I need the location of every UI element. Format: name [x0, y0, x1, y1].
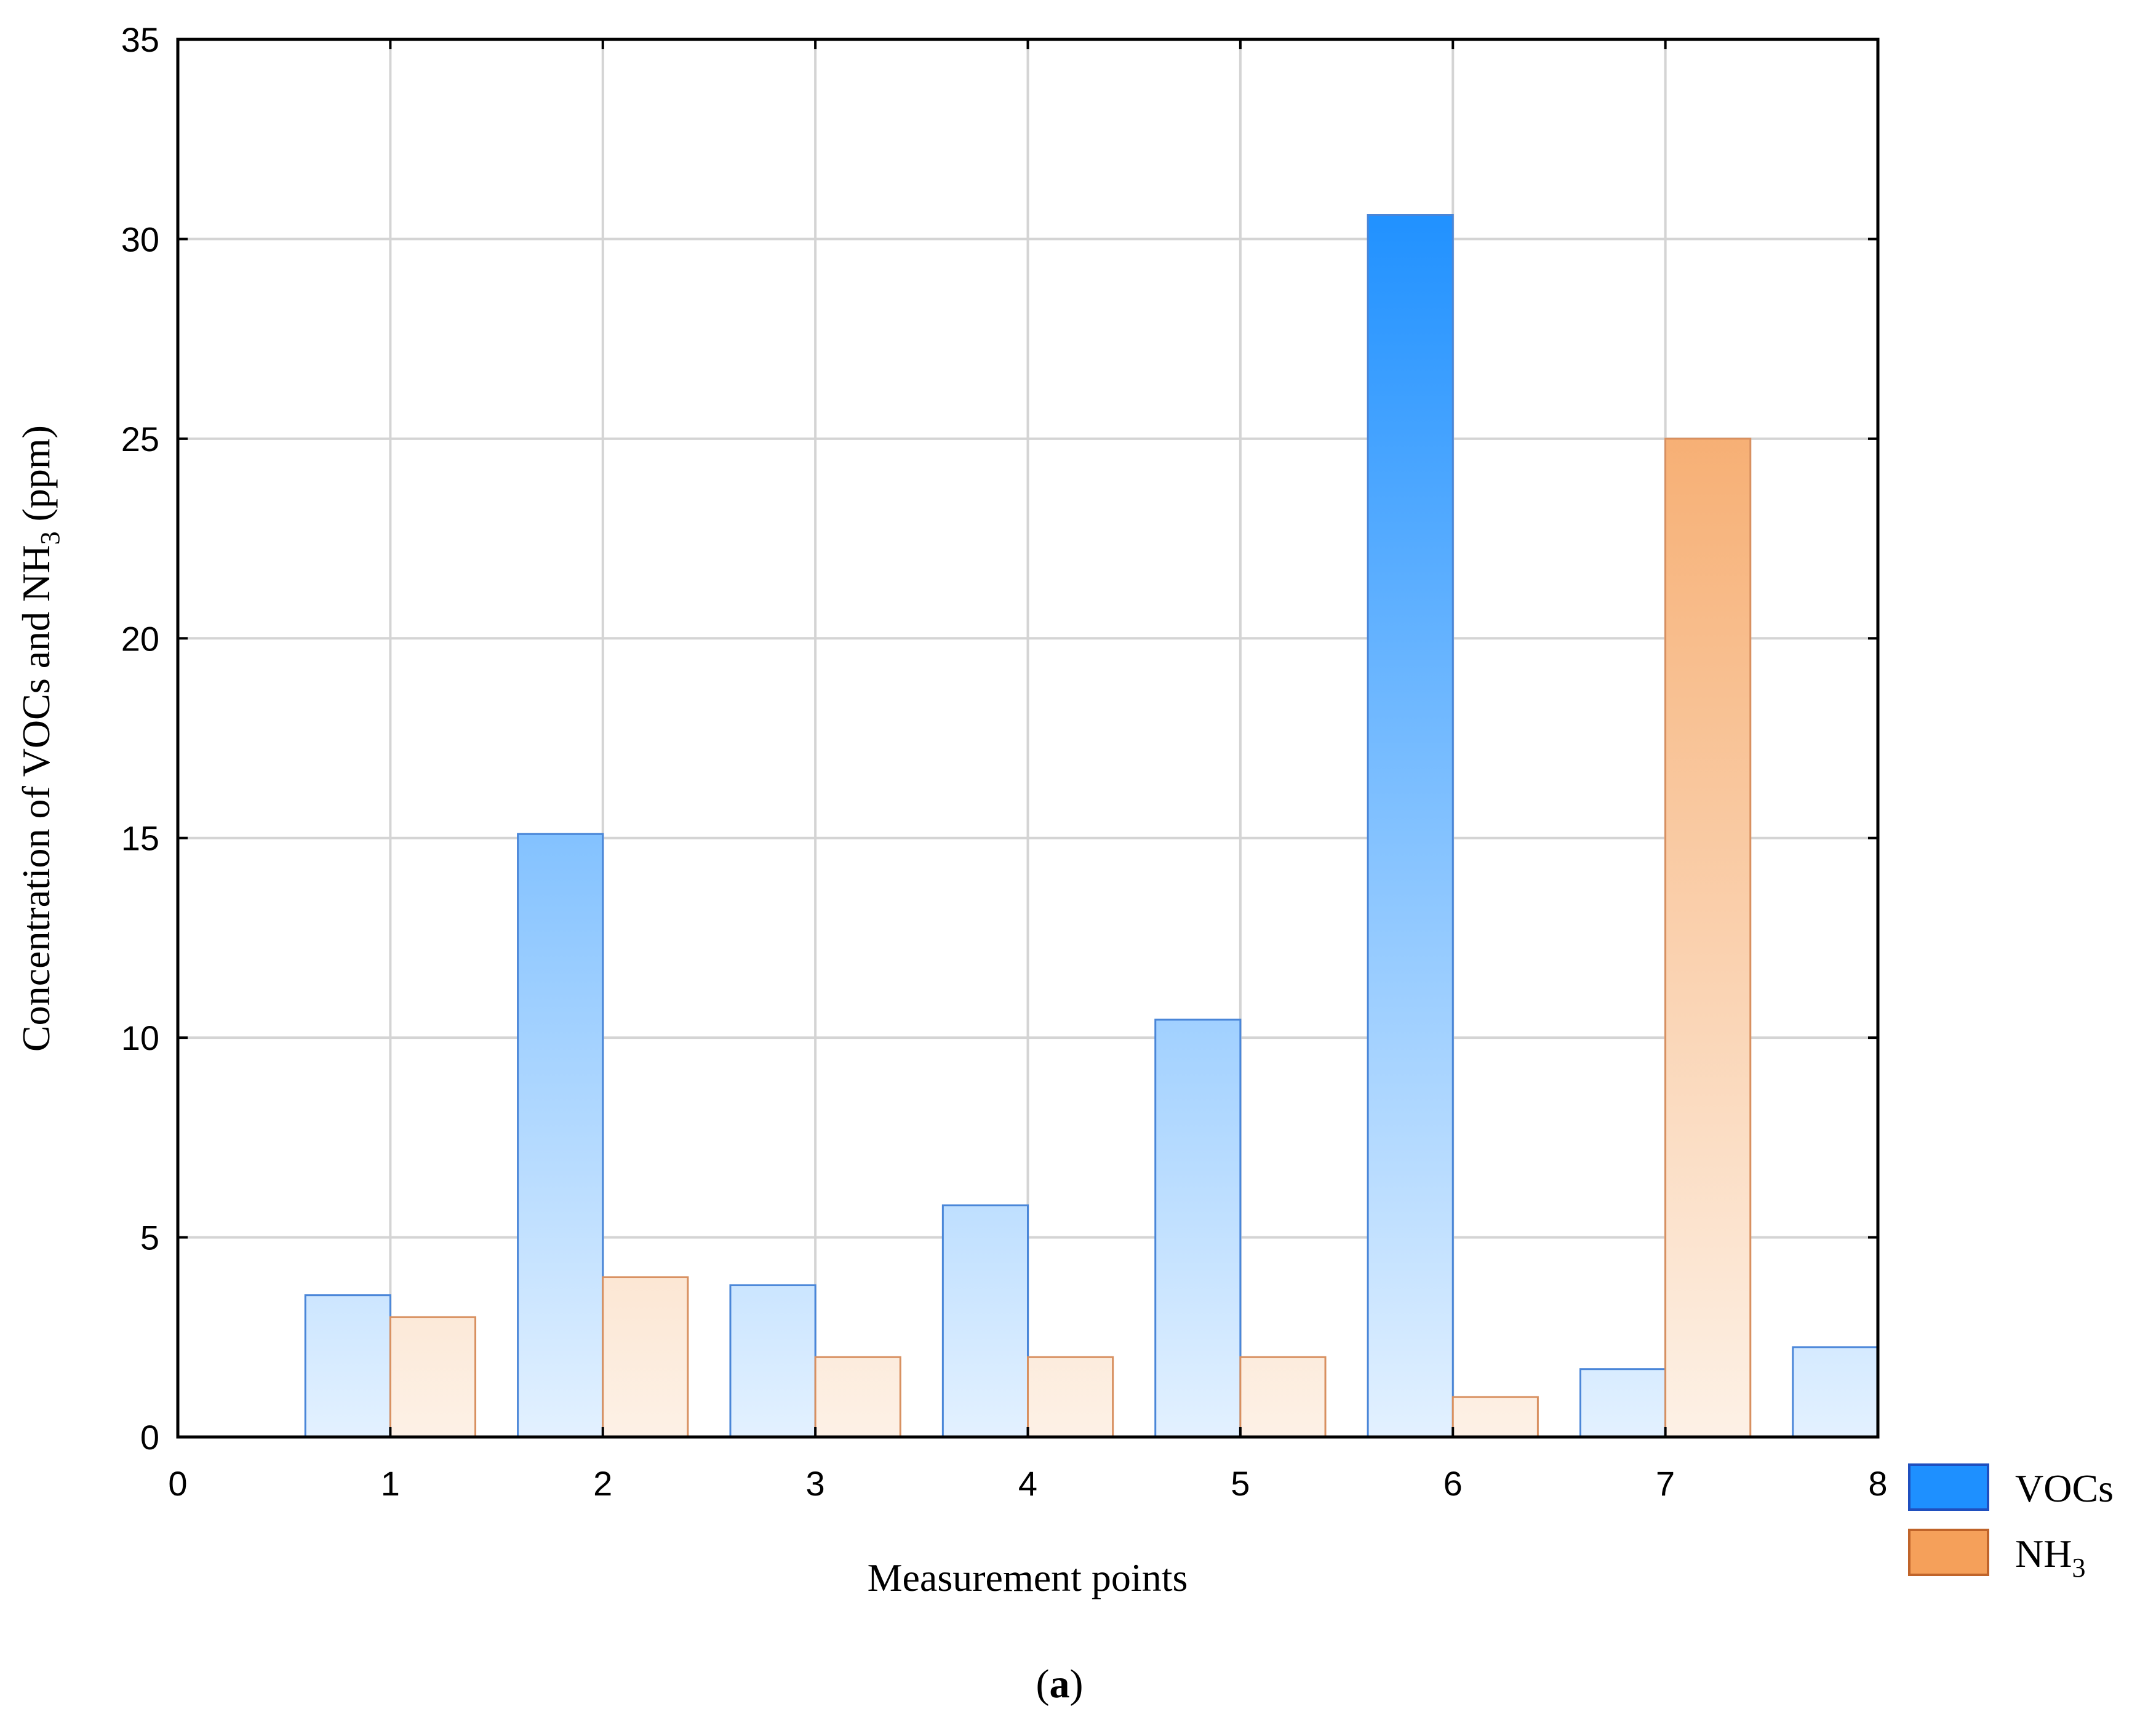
y-tick-label: 5	[140, 1219, 159, 1257]
legend-label-vocs: VOCs	[2015, 1467, 2114, 1510]
x-tick-label: 8	[1868, 1464, 1887, 1503]
bar-vocs-1	[304, 1294, 391, 1438]
x-tick-label: 5	[1231, 1464, 1250, 1503]
y-tick-label: 30	[121, 220, 159, 258]
legend-swatch-nh3	[1908, 1529, 1989, 1576]
y-tick-label: 25	[121, 420, 159, 458]
x-tick-labels: 0 1 2 3 4 5 6 7 8	[168, 1464, 1887, 1503]
x-tick-label: 6	[1443, 1464, 1463, 1503]
bar-nh3-6	[1451, 1396, 1539, 1438]
bar-vocs-2	[517, 833, 604, 1438]
bar-vocs-4	[941, 1204, 1029, 1438]
bar-vocs-6	[1367, 214, 1454, 1438]
axis-ticks	[177, 38, 1879, 1438]
bar-vocs-5	[1154, 1019, 1242, 1438]
x-axis-label: Measurement points	[868, 1556, 1188, 1599]
x-tick-label: 4	[1018, 1464, 1037, 1503]
bar-nh3-3	[814, 1356, 901, 1438]
x-tick-label: 3	[806, 1464, 825, 1503]
bar-nh3-1	[389, 1316, 477, 1438]
x-tick-label: 7	[1656, 1464, 1675, 1503]
bars	[304, 214, 1879, 1438]
y-tick-label: 35	[121, 20, 159, 59]
legend-swatch-vocs	[1908, 1463, 1989, 1511]
legend-item-nh3: NH3	[1908, 1529, 2085, 1583]
y-axis-label: Concentration of VOCs and NH3 (ppm)	[14, 425, 65, 1052]
bar-nh3-2	[602, 1276, 689, 1438]
bar-nh3-7	[1664, 438, 1752, 1438]
bar-vocs-7	[1579, 1368, 1667, 1438]
bar-nh3-4	[1027, 1356, 1114, 1438]
y-tick-label: 10	[121, 1019, 159, 1057]
legend-label-nh3: NH3	[2015, 1532, 2085, 1583]
y-tick-label: 15	[121, 819, 159, 858]
y-tick-label: 0	[140, 1418, 159, 1457]
legend-item-vocs: VOCs	[1908, 1463, 2114, 1511]
bar-vocs-8	[1792, 1346, 1879, 1438]
legend: VOCs NH3	[1908, 1463, 2114, 1583]
bar-nh3-5	[1239, 1356, 1327, 1438]
y-tick-labels: 0 5 10 15 20 25 30 35	[121, 20, 159, 1457]
figure-caption: (a)	[1036, 1662, 1084, 1707]
x-tick-label: 0	[168, 1464, 187, 1503]
y-tick-label: 20	[121, 619, 159, 658]
bar-vocs-3	[729, 1284, 816, 1438]
x-tick-label: 1	[381, 1464, 400, 1503]
x-tick-label: 2	[593, 1464, 612, 1503]
